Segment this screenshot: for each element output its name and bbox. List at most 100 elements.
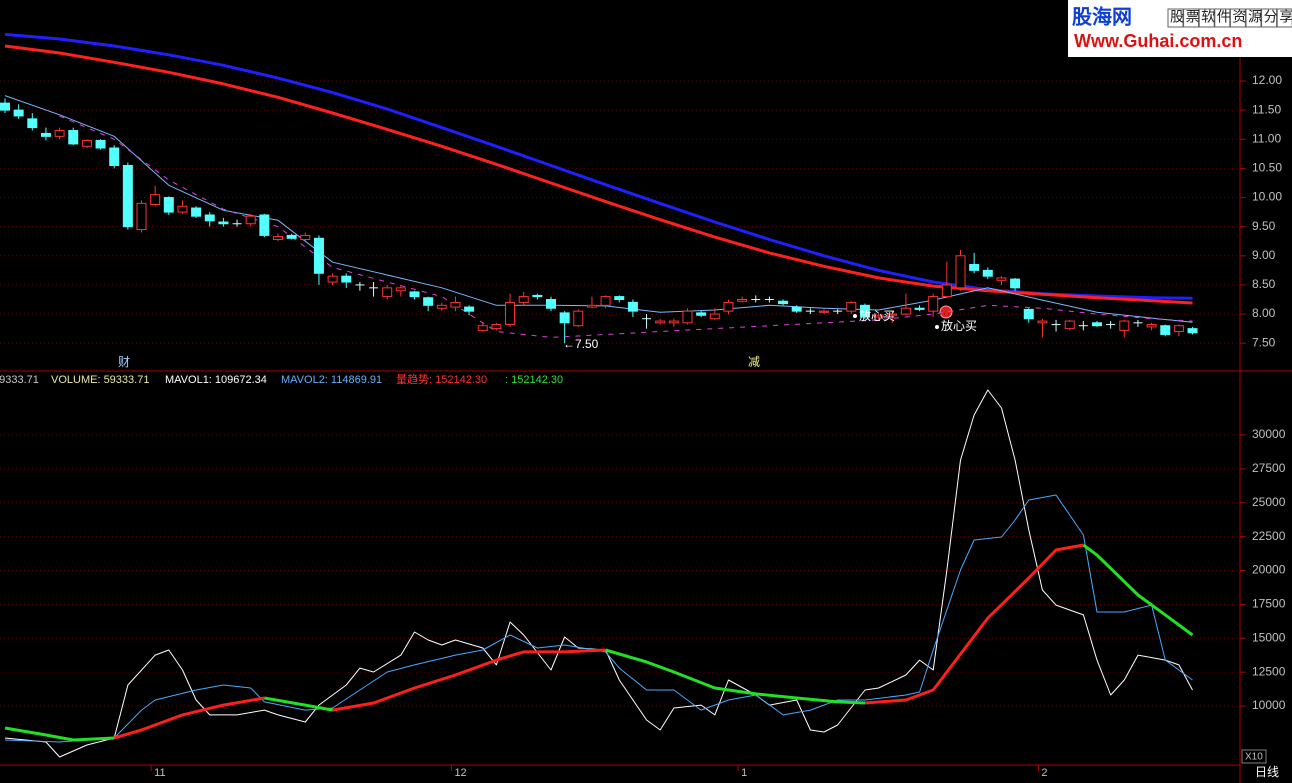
candle-body xyxy=(1023,308,1034,320)
candle-body xyxy=(245,215,256,225)
series-line xyxy=(4,389,1193,758)
legend-entry: 59333.71 xyxy=(0,374,39,386)
candle-body xyxy=(395,287,406,292)
y-tick-label: 12.00 xyxy=(1252,73,1282,87)
candle-body xyxy=(423,297,434,306)
candle-body xyxy=(1092,322,1102,327)
candle-body xyxy=(846,301,857,312)
legend-entry: 量趋势: 152142.30 xyxy=(396,373,487,386)
candle-body xyxy=(436,304,447,309)
slogan-box xyxy=(1198,8,1215,28)
slogan-box xyxy=(1229,8,1246,28)
candle-body xyxy=(737,298,748,302)
slogan-box xyxy=(1214,8,1231,28)
candle-body xyxy=(982,269,993,277)
candle-body xyxy=(573,310,584,327)
candle-body xyxy=(341,275,352,283)
candle-body xyxy=(518,296,529,303)
candle-body xyxy=(54,130,65,137)
slogan-box xyxy=(1245,8,1262,28)
y-tick-label: 30000 xyxy=(1252,427,1286,441)
candle-body xyxy=(655,320,666,324)
candle-body xyxy=(914,307,925,310)
candle-body xyxy=(859,304,870,318)
candle-body xyxy=(1187,328,1198,334)
candle-body xyxy=(614,296,625,300)
scale-label: X10 xyxy=(1245,752,1263,763)
candle-body xyxy=(409,291,420,298)
y-tick-label: 10000 xyxy=(1252,698,1286,712)
candle-body xyxy=(559,312,570,324)
candle-body xyxy=(668,320,679,324)
candle-body xyxy=(723,301,734,312)
watermark-url: Www.Guhai.com.cn xyxy=(1074,31,1242,51)
candle-body xyxy=(586,304,597,308)
slogan-box xyxy=(1261,8,1278,28)
candle-body xyxy=(627,301,638,312)
candle-body xyxy=(68,130,79,145)
watermark-brand: 股海网 xyxy=(1072,4,1132,28)
candle-body xyxy=(955,255,966,289)
y-tick-label: 11.00 xyxy=(1252,131,1281,145)
candle-body xyxy=(887,313,898,316)
candle-body xyxy=(1119,320,1130,331)
candle-body xyxy=(900,307,911,315)
candle-body xyxy=(81,139,92,147)
candle-body xyxy=(546,298,556,309)
candle-body xyxy=(491,324,502,330)
y-tick-label: 8.00 xyxy=(1252,306,1276,320)
series-line xyxy=(113,543,1084,740)
series-line xyxy=(4,543,1194,742)
candle-body xyxy=(464,306,475,312)
candle-body xyxy=(532,294,543,298)
candle-body xyxy=(27,118,38,129)
candle-body xyxy=(136,202,147,231)
x-tick-label: 1 xyxy=(741,767,747,779)
candle-body xyxy=(873,314,884,318)
watermark-slogan: 股票软件资源分享 xyxy=(1170,9,1292,25)
y-tick-label: 27500 xyxy=(1252,461,1286,475)
y-tick-label: 9.50 xyxy=(1252,219,1276,233)
y-tick-label: 11.50 xyxy=(1252,102,1281,116)
candle-body xyxy=(259,214,270,236)
annotation: ←7.50 xyxy=(563,337,599,351)
y-tick-label: 20000 xyxy=(1252,563,1286,577)
signal-dot xyxy=(853,314,857,318)
candle-body xyxy=(218,221,229,225)
signal-ball xyxy=(939,305,953,319)
candle-body xyxy=(1064,320,1075,330)
legend-entry: : 152142.30 xyxy=(505,374,563,386)
candle-body xyxy=(778,300,789,305)
legend-entry: MAVOL2: 114869.91 xyxy=(281,374,382,386)
candle-body xyxy=(682,310,693,324)
candle-body xyxy=(122,164,133,228)
candle-body xyxy=(109,147,120,166)
candle-body xyxy=(313,237,324,274)
x-tick-label: 12 xyxy=(454,767,466,779)
candle-body xyxy=(969,264,980,271)
signal-dot xyxy=(935,325,939,329)
slogan-boxes xyxy=(1167,8,1292,28)
scale-box xyxy=(1241,749,1267,764)
y-tick-label: 15000 xyxy=(1252,630,1286,644)
annotation: 放心买 xyxy=(941,318,977,333)
candle-body xyxy=(13,109,24,117)
candle-body xyxy=(177,205,188,213)
candle-body xyxy=(1160,325,1171,335)
candle-body xyxy=(450,301,461,308)
series-line xyxy=(59,115,1193,338)
candle-body xyxy=(286,234,297,239)
candle-body xyxy=(941,284,952,298)
candle-body xyxy=(1010,278,1021,289)
candle-body xyxy=(150,194,161,206)
y-tick-label: 10.00 xyxy=(1252,190,1282,204)
candle-body xyxy=(709,313,720,320)
series-line xyxy=(4,494,1193,743)
candle-body xyxy=(1146,324,1157,328)
annotation: 减 xyxy=(748,355,760,369)
annotation: 放心买 xyxy=(859,308,895,323)
candle-body xyxy=(819,310,829,313)
candle-body xyxy=(0,102,10,111)
candle-body xyxy=(40,132,51,137)
